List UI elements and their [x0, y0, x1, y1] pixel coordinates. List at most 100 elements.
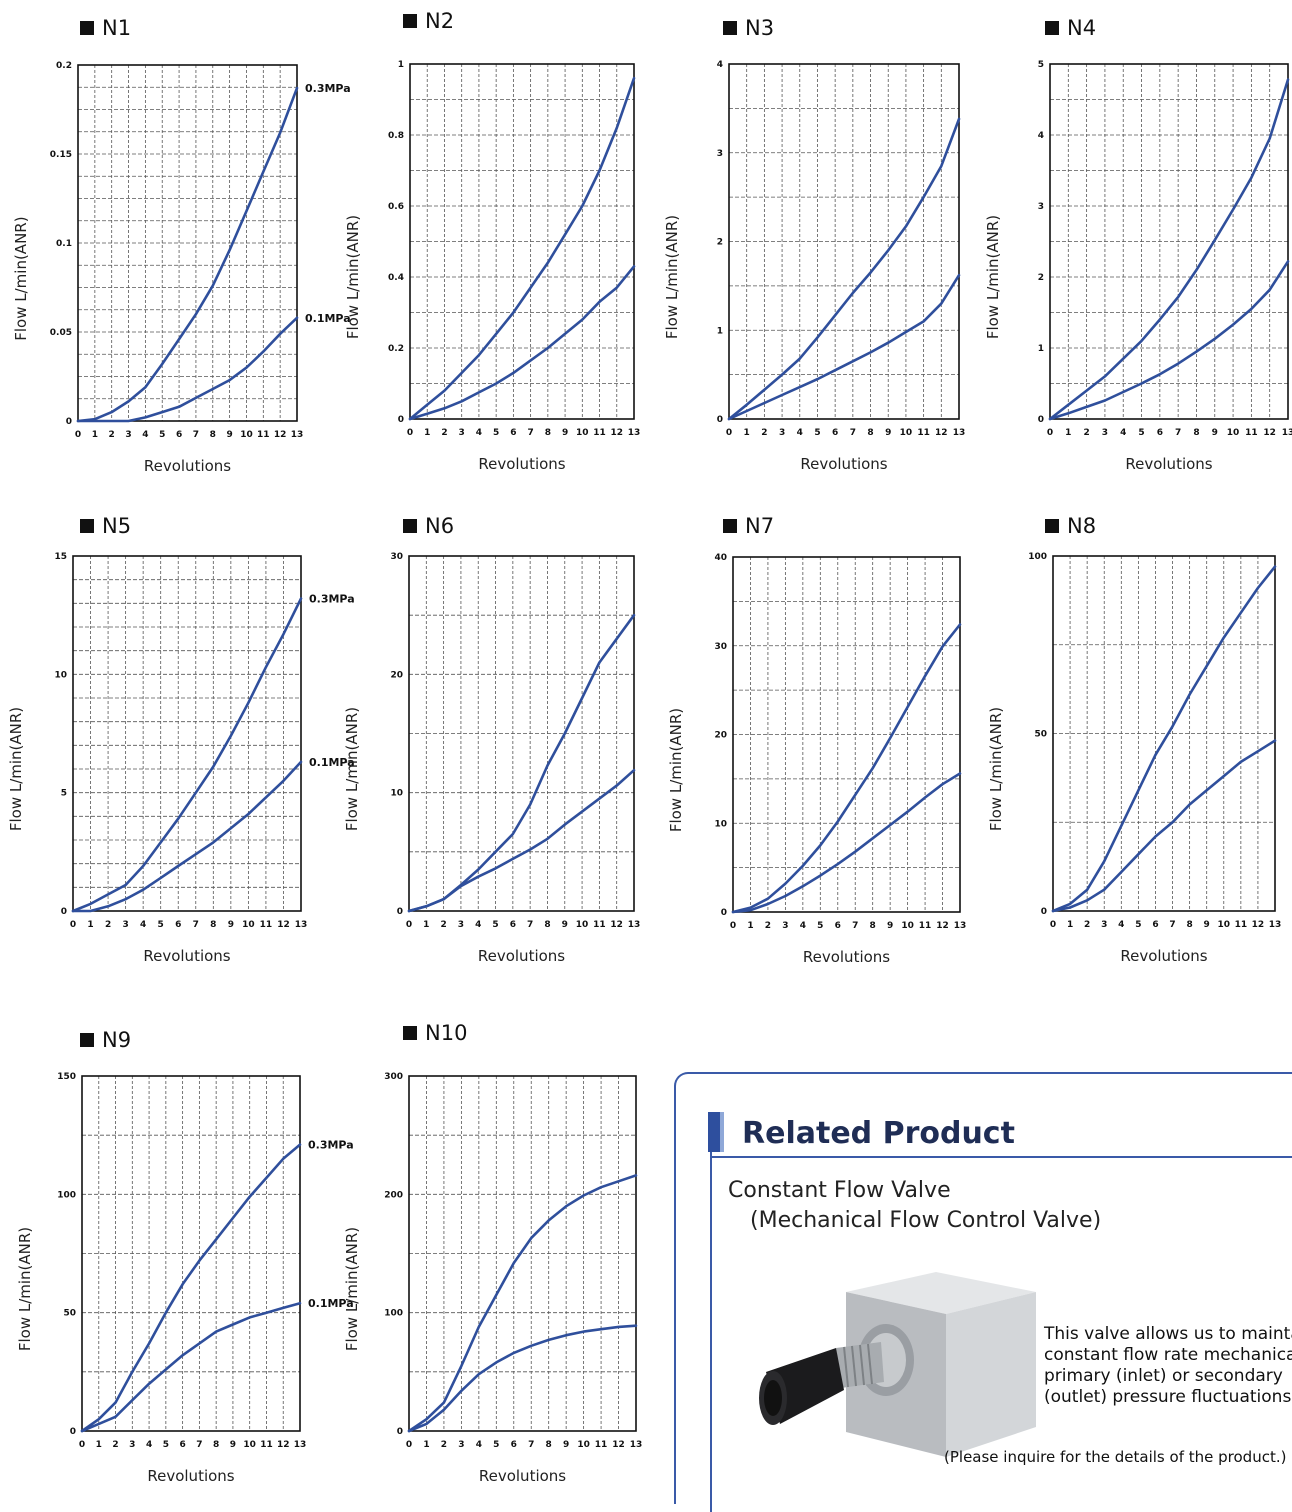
title-square-icon: [403, 1026, 417, 1040]
x-tick-label: 10: [243, 1440, 256, 1450]
x-tick-label: 7: [196, 1440, 202, 1450]
title-square-icon: [80, 519, 94, 533]
x-tick-label: 8: [213, 1440, 219, 1450]
x-tick-label: 10: [1218, 920, 1231, 930]
x-tick-label: 1: [92, 430, 98, 440]
series-label: 0.3MPa: [305, 82, 351, 95]
y-tick-label: 3: [717, 149, 723, 159]
x-tick-label: 2: [441, 428, 447, 438]
x-tick-label: 2: [109, 430, 115, 440]
series-line: [1051, 739, 1277, 913]
product-description: This valve allows us to maintain a const…: [1044, 1324, 1292, 1407]
chart-title: N10: [425, 1021, 467, 1045]
x-tick-label: 3: [779, 428, 785, 438]
x-tick-label: 9: [562, 428, 568, 438]
series-line: [1048, 78, 1290, 421]
plot-frame: [409, 63, 635, 420]
y-axis-label: Flow L/min(ANR): [984, 215, 1002, 339]
product-name[interactable]: Constant Flow Valve: [728, 1178, 951, 1203]
x-tick-label: 11: [260, 1440, 273, 1450]
x-tick-label: 11: [595, 1440, 608, 1450]
chart-title: N8: [1067, 514, 1096, 538]
x-tick-label: 7: [527, 920, 533, 930]
x-tick-label: 1: [747, 921, 753, 931]
x-tick-label: 0: [406, 1440, 412, 1450]
series-line: [80, 1301, 302, 1433]
series-label: 0.1MPa: [305, 312, 351, 325]
x-tick-label: 7: [852, 921, 858, 931]
y-tick-label: 150: [57, 1072, 76, 1082]
series-label: 0.3MPa: [308, 1139, 354, 1152]
x-tick-label: 6: [175, 920, 181, 930]
x-tick-label: 9: [885, 428, 891, 438]
title-square-icon: [1045, 519, 1059, 533]
x-tick-label: 0: [407, 428, 413, 438]
chart-title: N5: [102, 514, 131, 538]
x-axis-label: Revolutions: [143, 947, 230, 965]
y-axis-label: Flow L/min(ANR): [344, 215, 362, 339]
x-tick-label: 12: [1252, 920, 1265, 930]
x-tick-label: 7: [1175, 428, 1181, 438]
y-tick-label: 0.1: [56, 239, 72, 249]
x-tick-label: 4: [476, 1440, 482, 1450]
x-tick-label: 10: [576, 920, 589, 930]
x-tick-label: 6: [510, 920, 516, 930]
y-tick-label: 0.4: [388, 273, 404, 283]
x-tick-label: 0: [1047, 428, 1053, 438]
y-tick-label: 1: [717, 326, 723, 336]
series-line: [408, 76, 636, 421]
x-tick-label: 12: [277, 920, 290, 930]
y-tick-label: 30: [714, 642, 727, 652]
x-tick-label: 5: [493, 428, 499, 438]
x-tick-label: 1: [423, 920, 429, 930]
y-tick-label: 0.05: [50, 328, 72, 338]
x-tick-label: 5: [159, 430, 165, 440]
plot-frame: [77, 64, 298, 422]
x-tick-label: 3: [122, 920, 128, 930]
plot-frame: [1052, 555, 1276, 912]
series-label: 0.1MPa: [308, 1297, 354, 1310]
x-tick-label: 9: [228, 920, 234, 930]
series-line: [80, 1143, 302, 1433]
x-axis-label: Revolutions: [1120, 947, 1207, 965]
x-tick-label: 1: [87, 920, 93, 930]
x-tick-label: 11: [593, 428, 606, 438]
x-tick-label: 8: [544, 920, 550, 930]
x-axis-label: Revolutions: [478, 947, 565, 965]
x-tick-label: 4: [797, 428, 803, 438]
x-tick-label: 7: [193, 430, 199, 440]
x-tick-label: 12: [612, 1440, 625, 1450]
plot-frame: [732, 556, 961, 913]
related-product-heading: Related Product: [742, 1116, 1015, 1151]
y-axis-label: Flow L/min(ANR): [987, 707, 1005, 831]
y-tick-label: 300: [384, 1072, 403, 1082]
x-axis-label: Revolutions: [478, 455, 565, 473]
y-tick-label: 200: [384, 1190, 403, 1200]
y-tick-label: 0: [397, 907, 403, 917]
title-square-icon: [723, 21, 737, 35]
series-line: [76, 86, 299, 423]
x-tick-label: 5: [493, 1440, 499, 1450]
x-tick-label: 10: [240, 430, 253, 440]
x-axis-label: Revolutions: [144, 457, 231, 475]
y-tick-label: 0: [1041, 907, 1047, 917]
x-tick-label: 1: [1065, 428, 1071, 438]
x-tick-label: 9: [562, 920, 568, 930]
x-tick-label: 4: [146, 1440, 152, 1450]
series-line: [727, 117, 961, 421]
y-tick-label: 10: [54, 670, 67, 680]
x-tick-label: 9: [1212, 428, 1218, 438]
title-square-icon: [1045, 21, 1059, 35]
y-tick-label: 1: [398, 60, 404, 70]
valve-photo: [759, 1272, 1036, 1457]
series-line: [727, 273, 961, 421]
y-tick-label: 10: [390, 789, 403, 799]
y-tick-label: 0: [398, 415, 404, 425]
